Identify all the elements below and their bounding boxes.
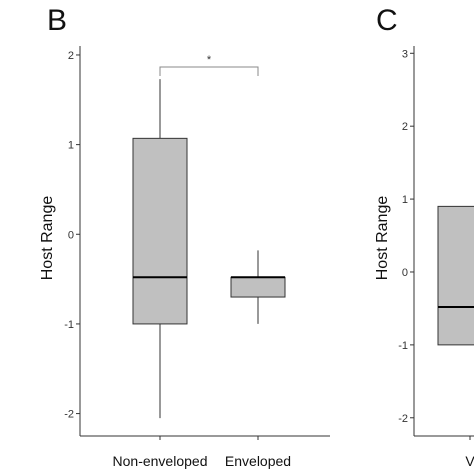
significance-bracket [159,66,259,76]
y-tick-label: 2 [402,121,408,133]
panel-c: C Host Range 3 2 1 0 -1 -2 V [374,4,474,469]
y-tick-label: -2 [64,409,74,421]
y-tick-label: 2 [68,50,74,62]
y-tick-label: -2 [398,413,408,425]
panel-b-y-axis-label: Host Range [39,196,56,281]
box-iqr [132,137,188,325]
panel-c-label: C [376,4,398,37]
panel-c-y-axis-label: Host Range [374,196,391,281]
box-iqr [437,205,474,346]
y-tick-label: 0 [68,229,74,241]
y-tick-label: 1 [68,140,74,152]
y-tick-label: 1 [402,194,408,206]
y-tick-label: 3 [402,48,408,60]
x-tick-label: V [465,453,474,469]
panel-b-plot-area: 2 1 0 -1 -2 Non-enveloped Enveloped * [64,46,330,469]
y-tick-label: 0 [402,267,408,279]
x-tick-label: Non-enveloped [113,453,208,469]
panel-b-label: B [47,4,67,37]
panel-c-plot-area: 3 2 1 0 -1 -2 V [398,46,474,469]
y-tick-label: -1 [64,319,74,331]
panel-b: B Host Range 2 1 0 -1 -2 Non-enveloped Envelop… [39,4,330,469]
x-tick-label: Enveloped [225,453,291,469]
y-tick-label: -1 [398,340,408,352]
box-iqr [230,276,286,298]
significance-label: * [207,54,212,66]
